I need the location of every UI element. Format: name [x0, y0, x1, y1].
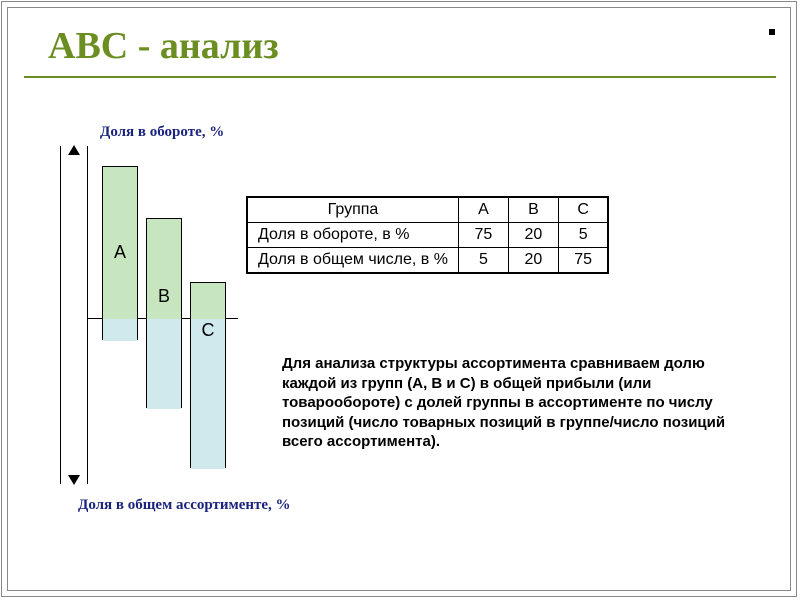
row-label: Доля в обороте, в %: [247, 223, 458, 248]
bar-top-segment: [191, 283, 225, 319]
bar-bottom-segment: [191, 319, 225, 469]
col-b: В: [508, 197, 558, 223]
cell: 75: [558, 248, 608, 274]
table-header-row: Группа А В С: [247, 197, 608, 223]
vertical-axis: [60, 146, 88, 484]
arrow-up-icon: [68, 145, 80, 155]
bar-bottom-segment: [147, 319, 181, 409]
page-title: АВС - анализ: [48, 24, 279, 68]
table-row: Доля в общем числе, в % 5 20 75: [247, 248, 608, 274]
bullet-decor: [769, 29, 775, 35]
axis-bottom-label: Доля в общем ассортименте, %: [78, 497, 291, 514]
cell: 20: [508, 248, 558, 274]
table-row: Доля в обороте, в % 75 20 5: [247, 223, 608, 248]
arrow-down-icon: [68, 475, 80, 485]
bar-label: В: [146, 286, 182, 307]
bar-label: А: [102, 242, 138, 263]
bar-label: С: [190, 320, 226, 341]
col-group: Группа: [247, 197, 458, 223]
bar-В: [146, 218, 182, 408]
cell: 5: [458, 248, 508, 274]
bar-chart: А ВС: [60, 146, 240, 486]
cell: 5: [558, 223, 608, 248]
description-text: Для анализа структуры ассортимента сравн…: [282, 354, 742, 452]
axis-top-label: Доля в обороте, %: [100, 124, 224, 141]
title-underline: [24, 76, 776, 78]
bar-С: [190, 282, 226, 468]
row-label: Доля в общем числе, в %: [247, 248, 458, 274]
cell: 75: [458, 223, 508, 248]
col-c: С: [558, 197, 608, 223]
cell: 20: [508, 223, 558, 248]
col-a: А: [458, 197, 508, 223]
abc-table: Группа А В С Доля в обороте, в % 75 20 5…: [246, 196, 609, 274]
bar-bottom-segment: [103, 319, 137, 341]
